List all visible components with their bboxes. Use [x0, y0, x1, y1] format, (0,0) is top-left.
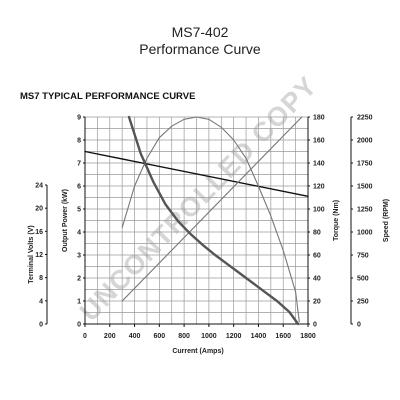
volts-tick-label: 12 — [35, 252, 43, 259]
volts-tick-label: 24 — [35, 183, 43, 190]
speed-tick-label: 1000 — [357, 230, 373, 237]
x-tick-label: 200 — [104, 333, 116, 340]
chart-title: MS7 TYPICAL PERFORMANCE CURVE — [20, 91, 195, 102]
power-tick-label: 1 — [77, 299, 81, 306]
x-tick-label: 1400 — [251, 333, 267, 340]
torque-tick-label: 80 — [313, 230, 321, 237]
torque-tick-label: 140 — [313, 161, 325, 168]
torque-axis-label: Torque (Nm) — [333, 200, 340, 241]
x-tick-label: 400 — [129, 333, 141, 340]
series-lines — [84, 115, 309, 326]
volts-tick-label: 0 — [39, 322, 43, 329]
torque-tick-label: 0 — [313, 322, 317, 329]
x-tick-label: 1200 — [226, 333, 242, 340]
power-tick-label: 7 — [77, 161, 81, 168]
axes: 0 200 400 600 800 1000 1200 1400 1600 18000481216… — [28, 115, 390, 341]
speed-tick-label: 750 — [357, 253, 369, 260]
volts-tick-label: 16 — [35, 229, 43, 236]
speed-tick-label: 1500 — [357, 184, 373, 191]
page-title: MS7-402 — [172, 24, 229, 40]
x-tick-label: 1000 — [201, 333, 217, 340]
speed-axis-label: Speed (RPM) — [383, 199, 390, 242]
speed-series-line — [127, 115, 300, 326]
torque-tick-label: 160 — [313, 138, 325, 145]
page-subtitle: Performance Curve — [139, 41, 261, 57]
speed-tick-label: 250 — [357, 299, 369, 306]
x-tick-label: 1600 — [275, 333, 291, 340]
x-tick-label: 0 — [83, 333, 87, 340]
grid — [84, 116, 309, 325]
speed-tick-label: 500 — [357, 276, 369, 283]
power-tick-label: 2 — [77, 276, 81, 283]
x-tick-label: 800 — [178, 333, 190, 340]
power-tick-label: 9 — [77, 115, 81, 122]
x-tick-label: 600 — [153, 333, 165, 340]
watermark-text: UNCONTROLLED COPY — [74, 71, 323, 327]
power-tick-label: 6 — [77, 184, 81, 191]
power-tick-label: 0 — [77, 322, 81, 329]
volts-axis-label: Terminal Volts (V) — [28, 225, 35, 283]
power-series-line — [121, 116, 300, 323]
x-tick-label: 1800 — [300, 333, 316, 340]
power-tick-label: 4 — [77, 230, 81, 237]
volts-series-line — [84, 150, 309, 198]
speed-tick-label: 1750 — [357, 161, 373, 168]
volts-tick-label: 8 — [39, 275, 43, 282]
torque-tick-label: 40 — [313, 276, 321, 283]
torque-tick-label: 100 — [313, 207, 325, 214]
power-tick-label: 8 — [77, 138, 81, 145]
torque-tick-label: 60 — [313, 253, 321, 260]
speed-tick-label: 2250 — [357, 115, 373, 122]
torque-tick-label: 20 — [313, 299, 321, 306]
volts-tick-label: 4 — [39, 298, 43, 305]
speed-tick-label: 2000 — [357, 138, 373, 145]
power-tick-label: 5 — [77, 207, 81, 214]
torque-series-line — [121, 116, 303, 302]
torque-tick-label: 180 — [313, 115, 325, 122]
volts-tick-label: 20 — [35, 206, 43, 213]
power-axis-label: Output Power (kW) — [62, 189, 69, 252]
speed-tick-label: 0 — [357, 322, 361, 329]
torque-tick-label: 120 — [313, 184, 325, 191]
power-tick-label: 3 — [77, 253, 81, 260]
x-axis-label: Current (Amps) — [172, 348, 223, 355]
speed-tick-label: 1250 — [357, 207, 373, 214]
